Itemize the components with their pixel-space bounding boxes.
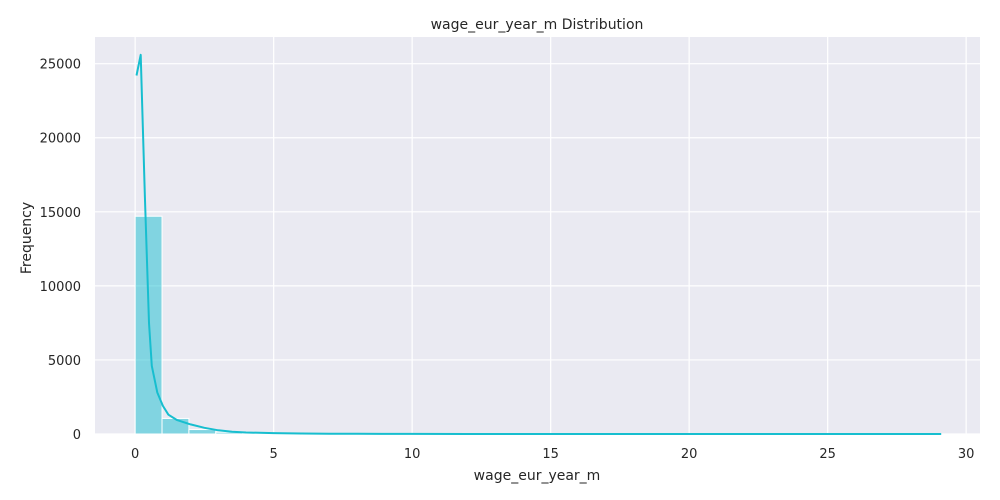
plot-background xyxy=(95,37,980,434)
y-axis-label: Frequency xyxy=(19,202,35,274)
x-tick-labels: 0 5 10 15 20 25 30 xyxy=(131,447,974,462)
x-tick-label: 20 xyxy=(681,447,698,462)
x-tick-label: 10 xyxy=(404,447,421,462)
x-axis-label: wage_eur_year_m xyxy=(474,468,601,484)
x-tick-label: 0 xyxy=(131,447,139,462)
y-tick-label: 20000 xyxy=(40,132,81,147)
y-tick-label: 15000 xyxy=(40,206,81,221)
y-tick-label: 0 xyxy=(73,428,81,443)
x-tick-label: 15 xyxy=(542,447,559,462)
kde-curve xyxy=(135,53,942,435)
x-tick-label: 25 xyxy=(819,447,836,462)
y-tick-label: 5000 xyxy=(48,354,81,369)
chart-title: wage_eur_year_m Distribution xyxy=(431,17,644,33)
y-tick-label: 10000 xyxy=(40,280,81,295)
x-tick-label: 30 xyxy=(958,447,975,462)
x-tick-label: 5 xyxy=(270,447,278,462)
grid-lines xyxy=(95,37,980,435)
histogram-bar xyxy=(188,429,217,435)
y-tick-labels: 0 5000 10000 15000 20000 25000 xyxy=(40,58,81,443)
kde-line xyxy=(135,53,942,435)
histogram-bar xyxy=(161,417,190,435)
y-tick-label: 25000 xyxy=(40,58,81,73)
